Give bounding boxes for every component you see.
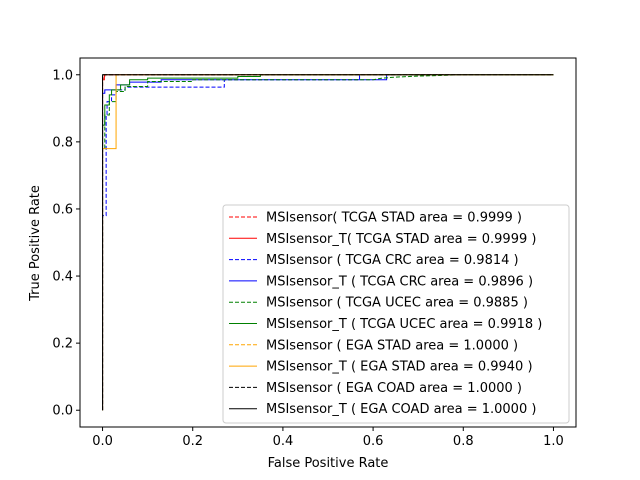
legend-label: MSIsensor_T ( EGA COAD area = 1.0000 ) bbox=[266, 402, 536, 417]
legend-label: MSIsensor_T ( TCGA UCEC area = 0.9918 ) bbox=[266, 317, 542, 332]
legend-label: MSIsensor ( EGA STAD area = 1.0000 ) bbox=[266, 338, 518, 353]
series-line-5 bbox=[102, 74, 554, 411]
legend-label: MSIsensor_T( TCGA STAD area = 0.9999 ) bbox=[266, 232, 536, 247]
series-line-4 bbox=[102, 74, 554, 411]
x-axis-label: False Positive Rate bbox=[268, 456, 389, 471]
legend-label: MSIsensor_T ( TCGA CRC area = 0.9896 ) bbox=[266, 274, 533, 289]
legend: MSIsensor( TCGA STAD area = 0.9999 ) MSIs… bbox=[222, 204, 570, 424]
y-tick-label: 0.4 bbox=[52, 270, 73, 285]
y-tick-label: 1.0 bbox=[52, 68, 73, 83]
x-axis-ticks: 0.0 0.2 0.4 0.6 0.8 1.0 bbox=[92, 427, 564, 449]
x-tick-label: 1.0 bbox=[543, 434, 564, 449]
plot-frame bbox=[79, 57, 577, 428]
y-tick-label: 0.2 bbox=[52, 337, 73, 352]
legend-label: MSIsensor_T ( EGA STAD area = 0.9940 ) bbox=[266, 360, 533, 375]
x-tick-label: 0.4 bbox=[273, 434, 294, 449]
x-tick-label: 0.2 bbox=[182, 434, 203, 449]
legend-label: MSIsensor( TCGA STAD area = 0.9999 ) bbox=[266, 211, 522, 226]
legend-box bbox=[222, 204, 570, 424]
y-tick-label: 0.0 bbox=[52, 404, 73, 419]
y-axis-label: True Positive Rate bbox=[28, 185, 43, 302]
legend-label: MSIsensor ( TCGA UCEC area = 0.9885 ) bbox=[266, 296, 528, 311]
y-axis-ticks: 0.0 0.2 0.4 0.6 0.8 1.0 bbox=[52, 68, 80, 419]
x-tick-label: 0.6 bbox=[363, 434, 384, 449]
series-layer bbox=[102, 74, 554, 411]
x-tick-label: 0.8 bbox=[453, 434, 474, 449]
series-line-9 bbox=[102, 74, 554, 411]
x-tick-label: 0.0 bbox=[92, 434, 113, 449]
y-tick-label: 0.8 bbox=[52, 135, 73, 150]
y-tick-label: 0.6 bbox=[52, 202, 73, 217]
legend-label: MSIsensor ( EGA COAD area = 1.0000 ) bbox=[266, 381, 522, 396]
legend-label: MSIsensor ( TCGA CRC area = 0.9814 ) bbox=[266, 253, 519, 268]
